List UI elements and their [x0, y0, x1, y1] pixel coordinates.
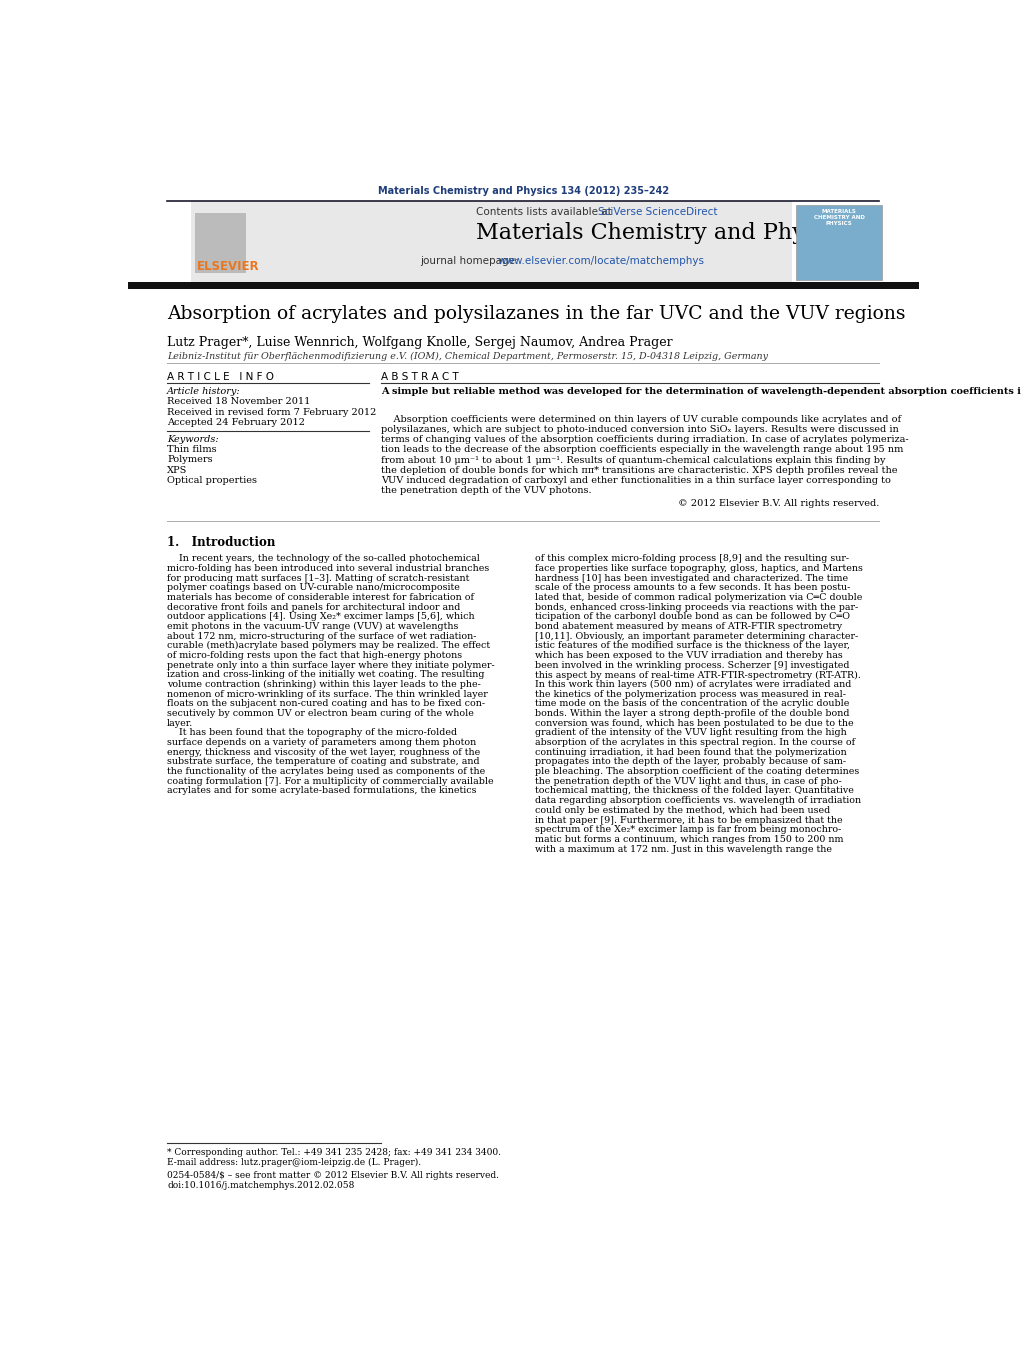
Text: www.elsevier.com/locate/matchemphys: www.elsevier.com/locate/matchemphys	[498, 255, 704, 266]
Text: 0254-0584/$ – see front matter © 2012 Elsevier B.V. All rights reserved.: 0254-0584/$ – see front matter © 2012 El…	[167, 1171, 499, 1181]
Text: continuing irradiation, it had been found that the polymerization: continuing irradiation, it had been foun…	[535, 748, 846, 757]
Text: Article history:: Article history:	[167, 386, 241, 396]
Text: the penetration depth of the VUV photons.: the penetration depth of the VUV photons…	[381, 486, 591, 496]
Text: E-mail address: lutz.prager@iom-leipzig.de (L. Prager).: E-mail address: lutz.prager@iom-leipzig.…	[167, 1158, 422, 1167]
Text: Absorption of acrylates and polysilazanes in the far UVC and the VUV regions: Absorption of acrylates and polysilazane…	[167, 304, 906, 323]
Text: bond abatement measured by means of ATR-FTIR spectrometry: bond abatement measured by means of ATR-…	[535, 621, 842, 631]
FancyBboxPatch shape	[191, 200, 792, 282]
Text: conversion was found, which has been postulated to be due to the: conversion was found, which has been pos…	[535, 719, 854, 728]
Text: * Corresponding author. Tel.: +49 341 235 2428; fax: +49 341 234 3400.: * Corresponding author. Tel.: +49 341 23…	[167, 1148, 501, 1158]
Text: about 172 nm, micro-structuring of the surface of wet radiation-: about 172 nm, micro-structuring of the s…	[167, 632, 477, 640]
Text: of this complex micro-folding process [8,9] and the resulting sur-: of this complex micro-folding process [8…	[535, 554, 849, 563]
Text: bonds. Within the layer a strong depth-profile of the double bond: bonds. Within the layer a strong depth-p…	[535, 709, 849, 719]
FancyBboxPatch shape	[128, 282, 919, 289]
Text: acrylates and for some acrylate-based formulations, the kinetics: acrylates and for some acrylate-based fo…	[167, 786, 477, 796]
Text: Thin films: Thin films	[167, 444, 216, 454]
Text: tion leads to the decrease of the absorption coefficients especially in the wave: tion leads to the decrease of the absorp…	[381, 446, 904, 454]
Text: tochemical matting, the thickness of the folded layer. Quantitative: tochemical matting, the thickness of the…	[535, 786, 854, 796]
Text: data regarding absorption coefficients vs. wavelength of irradiation: data regarding absorption coefficients v…	[535, 796, 862, 805]
Text: time mode on the basis of the concentration of the acrylic double: time mode on the basis of the concentrat…	[535, 700, 849, 708]
Text: ticipation of the carbonyl double bond as can be followed by C═O: ticipation of the carbonyl double bond a…	[535, 612, 850, 621]
Text: Accepted 24 February 2012: Accepted 24 February 2012	[167, 417, 305, 427]
Text: absorption of the acrylates in this spectral region. In the course of: absorption of the acrylates in this spec…	[535, 738, 856, 747]
Text: curable (meth)acrylate based polymers may be realized. The effect: curable (meth)acrylate based polymers ma…	[167, 642, 490, 650]
Text: Polymers: Polymers	[167, 455, 212, 465]
Text: decorative front foils and panels for architectural indoor and: decorative front foils and panels for ar…	[167, 603, 460, 612]
Text: Received 18 November 2011: Received 18 November 2011	[167, 397, 310, 407]
Text: energy, thickness and viscosity of the wet layer, roughness of the: energy, thickness and viscosity of the w…	[167, 748, 481, 757]
Text: outdoor applications [4]. Using Xe₂* excimer lamps [5,6], which: outdoor applications [4]. Using Xe₂* exc…	[167, 612, 475, 621]
Text: face properties like surface topography, gloss, haptics, and Martens: face properties like surface topography,…	[535, 563, 863, 573]
Text: which has been exposed to the VUV irradiation and thereby has: which has been exposed to the VUV irradi…	[535, 651, 843, 661]
Text: A R T I C L E   I N F O: A R T I C L E I N F O	[167, 373, 275, 382]
Text: matic but forms a continuum, which ranges from 150 to 200 nm: matic but forms a continuum, which range…	[535, 835, 843, 844]
Text: the kinetics of the polymerization process was measured in real-: the kinetics of the polymerization proce…	[535, 690, 846, 698]
Text: surface depends on a variety of parameters among them photon: surface depends on a variety of paramete…	[167, 738, 477, 747]
Text: layer.: layer.	[167, 719, 193, 728]
Text: from about 10 μm⁻¹ to about 1 μm⁻¹. Results of quantum-chemical calculations exp: from about 10 μm⁻¹ to about 1 μm⁻¹. Resu…	[381, 455, 885, 465]
Text: micro-folding has been introduced into several industrial branches: micro-folding has been introduced into s…	[167, 563, 489, 573]
Text: doi:10.1016/j.matchemphys.2012.02.058: doi:10.1016/j.matchemphys.2012.02.058	[167, 1181, 354, 1189]
Text: floats on the subjacent non-cured coating and has to be fixed con-: floats on the subjacent non-cured coatin…	[167, 700, 485, 708]
Text: propagates into the depth of the layer, probably because of sam-: propagates into the depth of the layer, …	[535, 758, 846, 766]
FancyBboxPatch shape	[796, 205, 882, 280]
Text: [10,11]. Obviously, an important parameter determining character-: [10,11]. Obviously, an important paramet…	[535, 632, 859, 640]
Text: 1.   Introduction: 1. Introduction	[167, 535, 276, 549]
Text: MATERIALS
CHEMISTRY AND
PHYSICS: MATERIALS CHEMISTRY AND PHYSICS	[814, 209, 865, 226]
Text: coating formulation [7]. For a multiplicity of commercially available: coating formulation [7]. For a multiplic…	[167, 777, 494, 786]
Text: bonds, enhanced cross-linking proceeds via reactions with the par-: bonds, enhanced cross-linking proceeds v…	[535, 603, 859, 612]
Text: Received in revised form 7 February 2012: Received in revised form 7 February 2012	[167, 408, 377, 416]
Text: Keywords:: Keywords:	[167, 435, 218, 443]
Text: istic features of the modified surface is the thickness of the layer,: istic features of the modified surface i…	[535, 642, 850, 650]
Text: SciVerse ScienceDirect: SciVerse ScienceDirect	[598, 207, 718, 218]
Text: hardness [10] has been investigated and characterized. The time: hardness [10] has been investigated and …	[535, 574, 848, 582]
Text: © 2012 Elsevier B.V. All rights reserved.: © 2012 Elsevier B.V. All rights reserved…	[678, 499, 879, 508]
Text: A simple but reliable method was developed for the determination of wavelength-d: A simple but reliable method was develop…	[381, 386, 1021, 396]
Text: A B S T R A C T: A B S T R A C T	[381, 373, 458, 382]
Text: with a maximum at 172 nm. Just in this wavelength range the: with a maximum at 172 nm. Just in this w…	[535, 844, 832, 854]
Text: materials has become of considerable interest for fabrication of: materials has become of considerable int…	[167, 593, 474, 603]
Text: ELSEVIER: ELSEVIER	[197, 261, 260, 273]
Text: emit photons in the vacuum-UV range (VUV) at wavelengths: emit photons in the vacuum-UV range (VUV…	[167, 621, 458, 631]
Text: the functionality of the acrylates being used as components of the: the functionality of the acrylates being…	[167, 767, 485, 775]
Text: Materials Chemistry and Physics: Materials Chemistry and Physics	[476, 223, 846, 245]
Text: the depletion of double bonds for which ππ* transitions are characteristic. XPS : the depletion of double bonds for which …	[381, 466, 897, 476]
Text: substrate surface, the temperature of coating and substrate, and: substrate surface, the temperature of co…	[167, 758, 480, 766]
Text: penetrate only into a thin surface layer where they initiate polymer-: penetrate only into a thin surface layer…	[167, 661, 495, 670]
Text: could only be estimated by the method, which had been used: could only be estimated by the method, w…	[535, 805, 830, 815]
Text: polymer coatings based on UV-curable nano/microcomposite: polymer coatings based on UV-curable nan…	[167, 584, 460, 592]
Text: gradient of the intensity of the VUV light resulting from the high: gradient of the intensity of the VUV lig…	[535, 728, 846, 738]
Text: It has been found that the topography of the micro-folded: It has been found that the topography of…	[167, 728, 457, 738]
Text: been involved in the wrinkling process. Scherzer [9] investigated: been involved in the wrinkling process. …	[535, 661, 849, 670]
Text: ple bleaching. The absorption coefficient of the coating determines: ple bleaching. The absorption coefficien…	[535, 767, 860, 775]
Text: Materials Chemistry and Physics 134 (2012) 235–242: Materials Chemistry and Physics 134 (201…	[378, 186, 669, 196]
Text: In recent years, the technology of the so-called photochemical: In recent years, the technology of the s…	[167, 554, 480, 563]
Text: Contents lists available at: Contents lists available at	[476, 207, 615, 218]
Text: for producing matt surfaces [1–3]. Matting of scratch-resistant: for producing matt surfaces [1–3]. Matti…	[167, 574, 470, 582]
Text: spectrum of the Xe₂* excimer lamp is far from being monochro-: spectrum of the Xe₂* excimer lamp is far…	[535, 825, 841, 834]
FancyBboxPatch shape	[195, 213, 246, 273]
Text: Optical properties: Optical properties	[167, 477, 257, 485]
Text: scale of the process amounts to a few seconds. It has been postu-: scale of the process amounts to a few se…	[535, 584, 850, 592]
Text: Leibniz-Institut für Oberflächenmodifizierung e.V. (IOM), Chemical Department, P: Leibniz-Institut für Oberflächenmodifizi…	[167, 351, 768, 361]
Text: volume contraction (shrinking) within this layer leads to the phe-: volume contraction (shrinking) within th…	[167, 680, 481, 689]
Text: ization and cross-linking of the initially wet coating. The resulting: ization and cross-linking of the initial…	[167, 670, 485, 680]
Text: VUV induced degradation of carboxyl and ether functionalities in a thin surface : VUV induced degradation of carboxyl and …	[381, 476, 890, 485]
Text: nomenon of micro-wrinkling of its surface. The thin wrinkled layer: nomenon of micro-wrinkling of its surfac…	[167, 690, 488, 698]
Text: this aspect by means of real-time ATR-FTIR-spectrometry (RT-ATR).: this aspect by means of real-time ATR-FT…	[535, 670, 861, 680]
Text: of micro-folding rests upon the fact that high-energy photons: of micro-folding rests upon the fact tha…	[167, 651, 463, 661]
Text: In this work thin layers (500 nm) of acrylates were irradiated and: In this work thin layers (500 nm) of acr…	[535, 680, 852, 689]
Text: journal homepage:: journal homepage:	[421, 255, 523, 266]
Text: Lutz Prager*, Luise Wennrich, Wolfgang Knolle, Sergej Naumov, Andrea Prager: Lutz Prager*, Luise Wennrich, Wolfgang K…	[167, 336, 673, 349]
Text: Absorption coefficients were determined on thin layers of UV curable compounds l: Absorption coefficients were determined …	[381, 415, 901, 424]
Text: in that paper [9]. Furthermore, it has to be emphasized that the: in that paper [9]. Furthermore, it has t…	[535, 816, 842, 824]
Text: lated that, beside of common radical polymerization via C═C double: lated that, beside of common radical pol…	[535, 593, 863, 603]
Text: terms of changing values of the absorption coefficients during irradiation. In c: terms of changing values of the absorpti…	[381, 435, 909, 444]
Text: the penetration depth of the VUV light and thus, in case of pho-: the penetration depth of the VUV light a…	[535, 777, 842, 786]
Text: secutively by common UV or electron beam curing of the whole: secutively by common UV or electron beam…	[167, 709, 474, 719]
Text: XPS: XPS	[167, 466, 188, 476]
Text: polysilazanes, which are subject to photo-induced conversion into SiOₓ layers. R: polysilazanes, which are subject to phot…	[381, 426, 898, 434]
